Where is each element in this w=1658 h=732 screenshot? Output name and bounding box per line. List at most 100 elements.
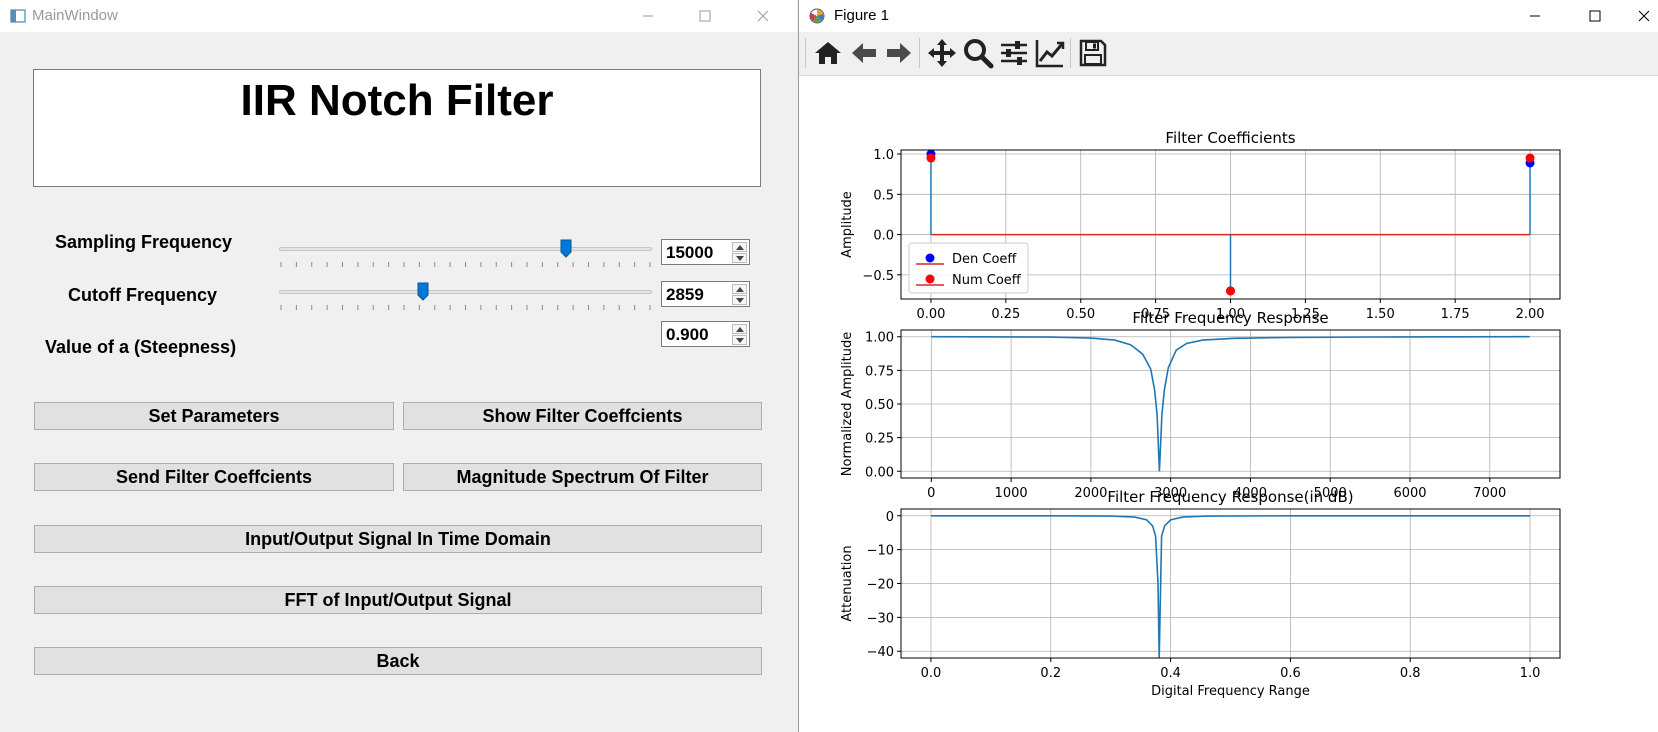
- spin-down-button[interactable]: [732, 253, 747, 263]
- legend-marker: [925, 274, 935, 284]
- x-tick-label: 4000: [1234, 486, 1267, 501]
- figure-minimize-button[interactable]: [1512, 0, 1558, 32]
- figure-window: Figure 1: [798, 0, 1658, 732]
- y-tick-label: 0.75: [865, 364, 894, 379]
- y-tick-label: 0.00: [865, 465, 894, 480]
- fft-button[interactable]: FFT of Input/Output Signal: [34, 586, 762, 614]
- main-window-title: MainWindow: [32, 7, 118, 24]
- y-tick-label: 0.25: [865, 432, 894, 447]
- y-tick-label: 0.0: [873, 229, 894, 244]
- back-button[interactable]: Back: [34, 647, 762, 675]
- title-panel: IIR Notch Filter: [33, 69, 761, 187]
- pan-icon[interactable]: [926, 37, 958, 69]
- slider-handle[interactable]: [560, 239, 572, 258]
- y-tick-label: −0.5: [862, 269, 894, 284]
- chart-2: 0 1000 2000 3000 4000 5000 6000 7000 1.00 0.75 0.5…: [840, 309, 1561, 501]
- cutoff-frequency-label: Cutoff Frequency: [68, 285, 218, 305]
- toolbar-separator: [919, 38, 920, 68]
- num-coeff-marker: [926, 153, 936, 163]
- figure-maximize-button[interactable]: [1572, 0, 1618, 32]
- x-tick-label: 0.6: [1280, 666, 1301, 681]
- cutoff-frequency-value[interactable]: 2859: [666, 285, 704, 304]
- x-axis-label: Digital Frequency Range: [1151, 684, 1310, 699]
- steepness-label: Value of a (Steepness): [45, 337, 237, 357]
- x-tick-label: 0.25: [991, 307, 1020, 322]
- sampling-frequency-slider[interactable]: [279, 236, 652, 276]
- legend-label: Den Coeff: [952, 252, 1017, 267]
- chevron-down-icon: [736, 256, 744, 261]
- num-coeff-marker: [1525, 153, 1535, 163]
- configure-subplots-icon[interactable]: [998, 37, 1030, 69]
- y-axis-label: Amplitude: [840, 191, 855, 258]
- y-axis-label: Normalized Amplitude: [840, 332, 855, 476]
- num-coeff-marker: [1226, 286, 1235, 296]
- x-tick-label: 6000: [1393, 486, 1426, 501]
- x-tick-label: 0.75: [1141, 307, 1170, 322]
- spin-down-button[interactable]: [732, 295, 747, 305]
- x-tick-label: 1.00: [1216, 307, 1245, 322]
- send-filter-coefficients-button[interactable]: Send Filter Coeffcients: [34, 463, 394, 491]
- chevron-down-icon: [736, 298, 744, 303]
- set-parameters-button[interactable]: Set Parameters: [34, 402, 394, 430]
- close-button[interactable]: [740, 0, 786, 32]
- maximize-button[interactable]: [682, 0, 728, 32]
- x-tick-label: 0.0: [921, 666, 942, 681]
- sampling-frequency-label: Sampling Frequency: [55, 232, 233, 252]
- figure-toolbar: [799, 32, 1658, 76]
- y-tick-label: −30: [867, 611, 894, 626]
- main-window: MainWindow IIR Notch Filter Sampling Fre…: [0, 0, 797, 732]
- chart-title: Filter Frequency Response: [1132, 309, 1328, 327]
- cutoff-frequency-spinbox[interactable]: 2859: [661, 281, 750, 307]
- steepness-value[interactable]: 0.900: [666, 325, 709, 344]
- slider-groove: [279, 247, 652, 251]
- figure-close-button[interactable]: [1629, 0, 1658, 32]
- home-icon[interactable]: [812, 37, 844, 69]
- close-icon: [1638, 10, 1650, 22]
- x-tick-label: 0.8: [1400, 666, 1421, 681]
- sampling-frequency-value[interactable]: 15000: [666, 243, 714, 262]
- chevron-up-icon: [736, 245, 744, 250]
- x-tick-label: 7000: [1473, 486, 1506, 501]
- forward-arrow-icon[interactable]: [883, 37, 915, 69]
- x-tick-label: 1.75: [1441, 307, 1470, 322]
- save-icon[interactable]: [1077, 37, 1109, 69]
- slider-ticks: [280, 305, 651, 310]
- main-titlebar: MainWindow: [0, 0, 797, 32]
- slider-groove: [279, 290, 652, 294]
- zoom-icon[interactable]: [962, 37, 994, 69]
- x-tick-label: 0.00: [916, 307, 945, 322]
- x-tick-label: 0: [927, 486, 935, 501]
- toolbar-separator: [805, 38, 806, 68]
- steepness-spinbox[interactable]: 0.900: [661, 321, 750, 347]
- x-tick-label: 5000: [1314, 486, 1347, 501]
- spin-up-button[interactable]: [732, 242, 747, 252]
- legend-label: Num Coeff: [952, 273, 1022, 288]
- minimize-button[interactable]: [625, 0, 671, 32]
- slider-ticks: [280, 262, 651, 267]
- slider-handle[interactable]: [417, 282, 429, 301]
- spin-up-button[interactable]: [732, 324, 747, 334]
- spin-up-button[interactable]: [732, 284, 747, 294]
- cutoff-frequency-slider[interactable]: [279, 279, 652, 319]
- y-tick-label: 0: [886, 510, 894, 525]
- sampling-frequency-spinbox[interactable]: 15000: [661, 239, 750, 265]
- back-arrow-icon[interactable]: [848, 37, 880, 69]
- time-domain-button[interactable]: Input/Output Signal In Time Domain: [34, 525, 762, 553]
- y-tick-label: 1.0: [873, 148, 894, 163]
- edit-axis-icon[interactable]: [1034, 37, 1066, 69]
- x-tick-label: 0.2: [1040, 666, 1061, 681]
- x-tick-label: 2000: [1074, 486, 1107, 501]
- chart-title: Filter Coefficients: [1165, 129, 1295, 147]
- chevron-up-icon: [736, 327, 744, 332]
- chevron-up-icon: [736, 287, 744, 292]
- show-filter-coefficients-button[interactable]: Show Filter Coeffcients: [403, 402, 762, 430]
- spin-down-button[interactable]: [732, 335, 747, 345]
- figure-titlebar: Figure 1: [799, 0, 1658, 32]
- response-line: [931, 335, 1530, 472]
- legend-marker: [925, 253, 935, 263]
- x-tick-label: 1.0: [1520, 666, 1541, 681]
- y-tick-label: 0.50: [865, 398, 894, 413]
- chart-3: 0.0 0.2 0.4 0.6 0.8 1.0 0 −10 −20 −30 −40 Filter Fr…: [840, 488, 1561, 699]
- magnitude-spectrum-button[interactable]: Magnitude Spectrum Of Filter: [403, 463, 762, 491]
